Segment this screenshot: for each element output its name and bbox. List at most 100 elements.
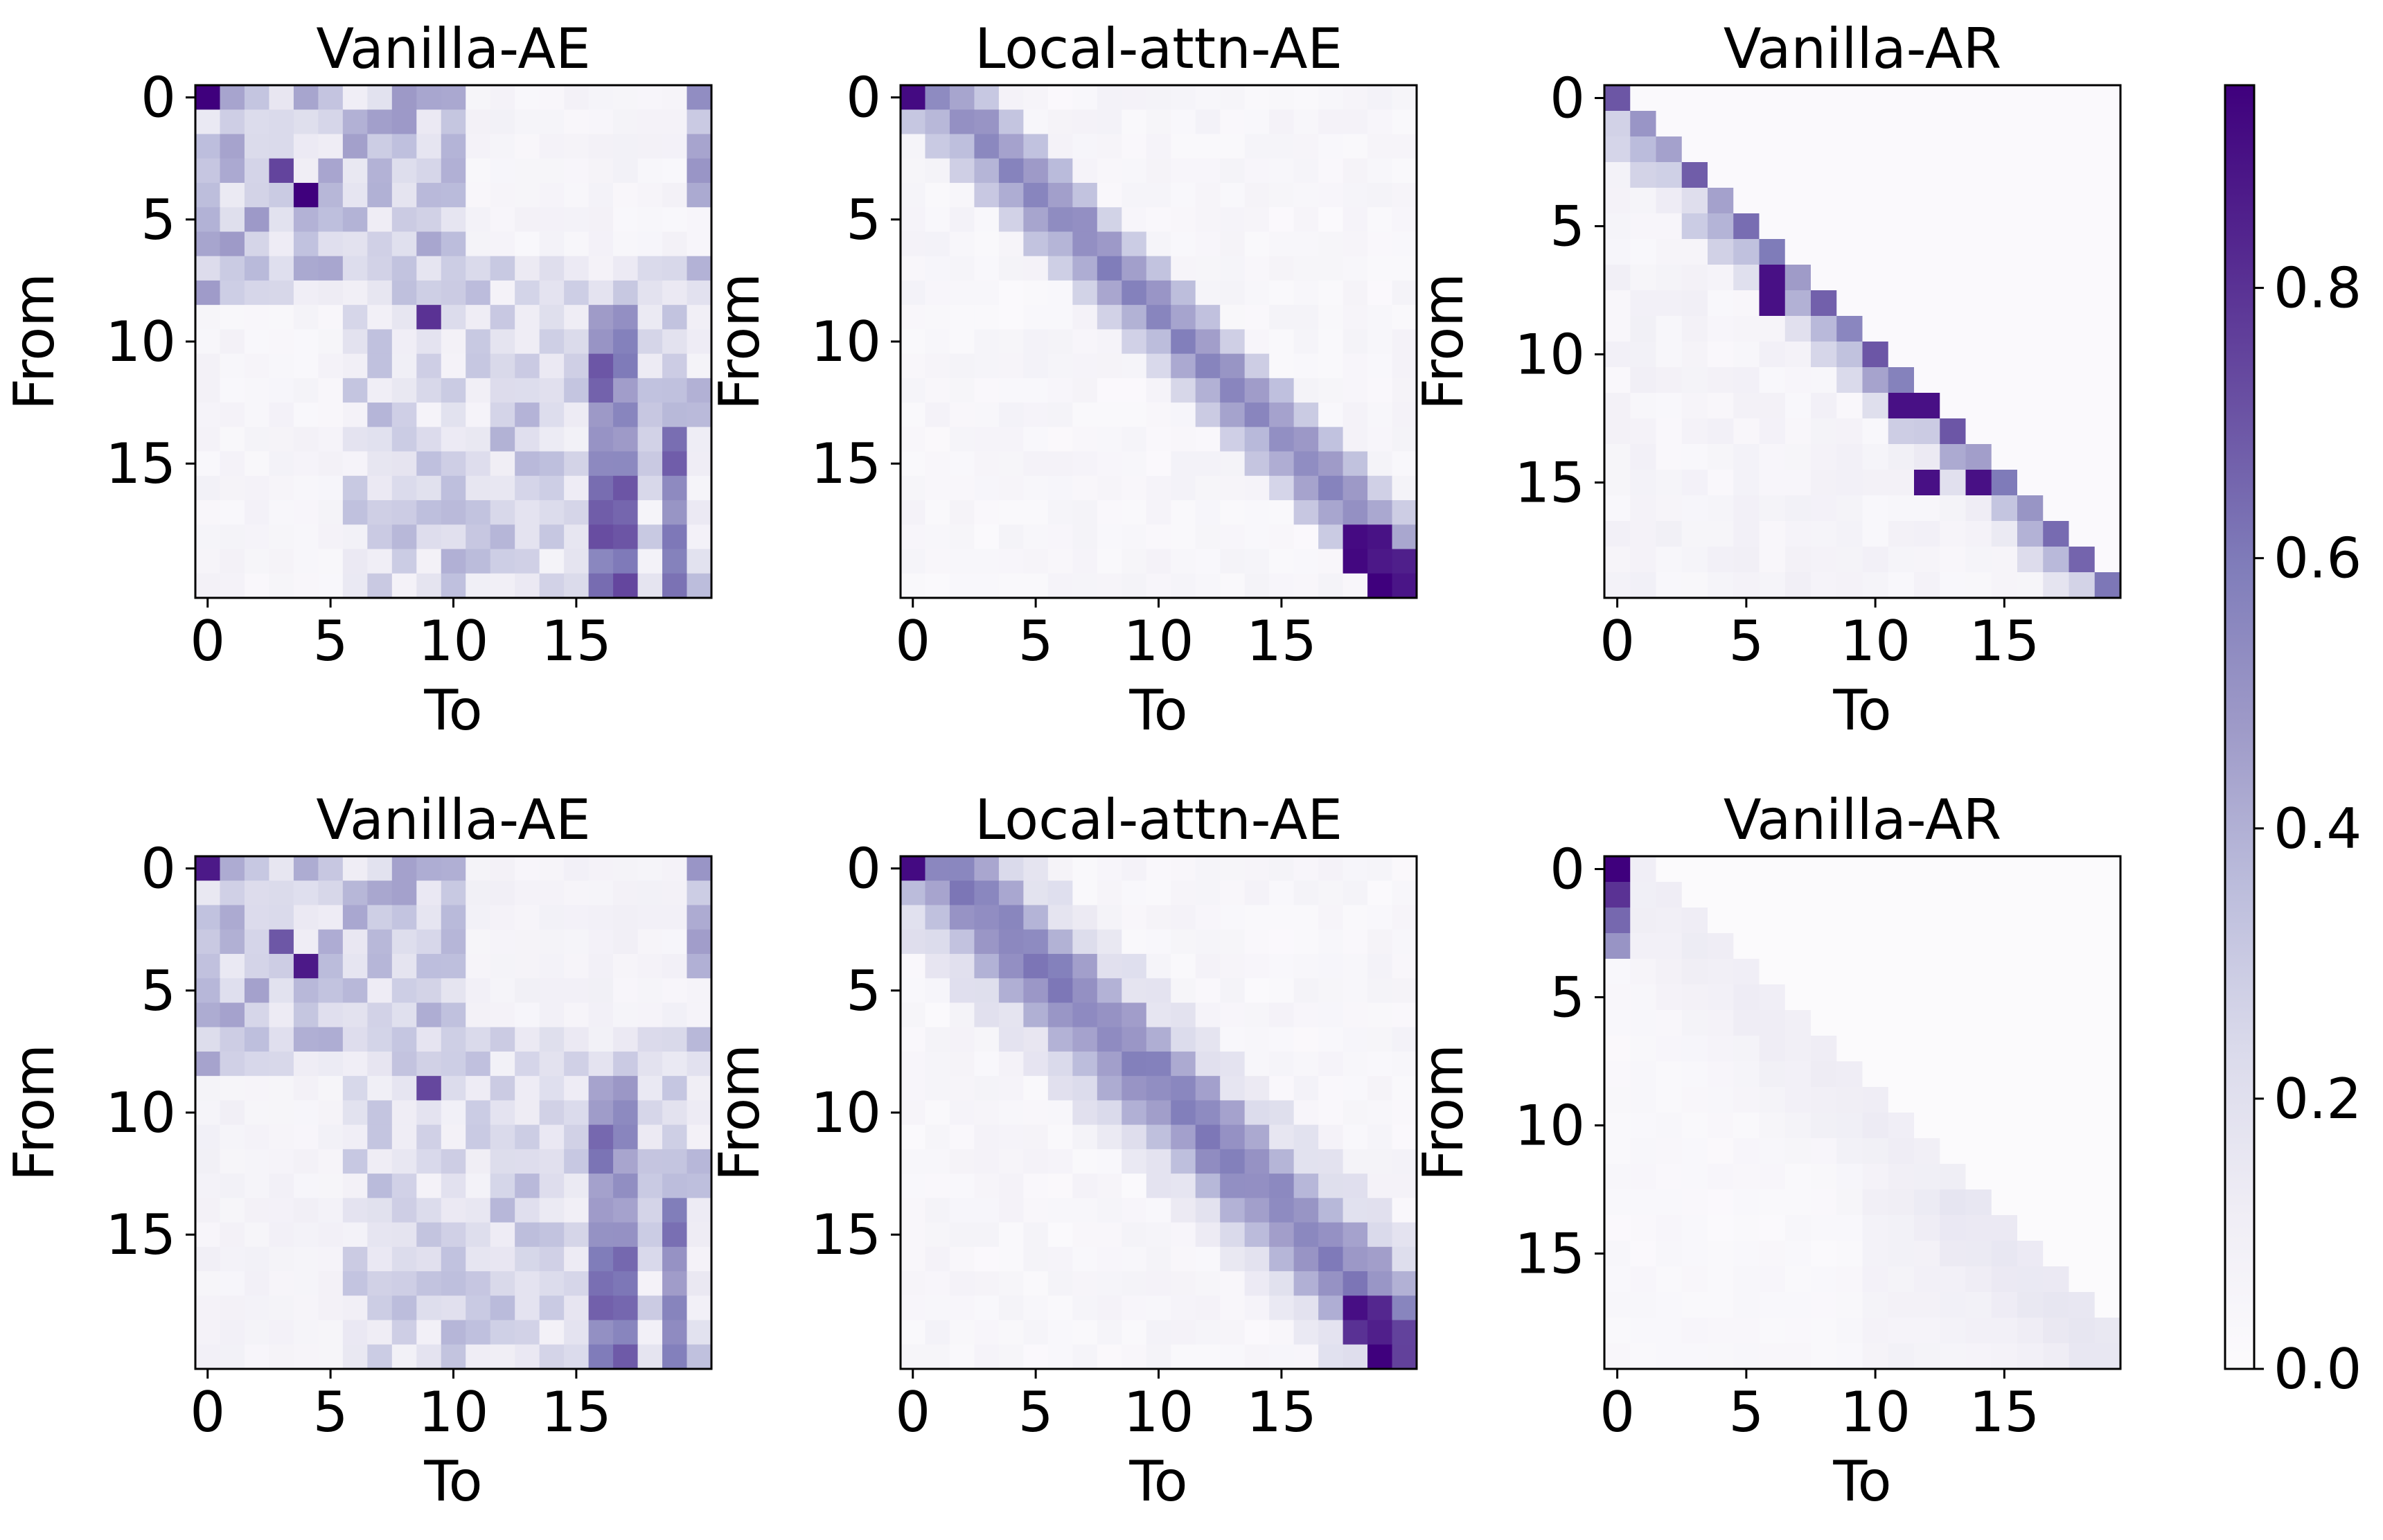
heatmap-cell [1630,984,1657,1011]
heatmap-cell [244,109,270,135]
heatmap-cell [1965,547,1992,573]
heatmap-cell [1392,280,1417,306]
heatmap-cell [293,1344,319,1370]
heatmap-cell [466,1246,491,1272]
heatmap-cell [1784,933,1811,959]
heatmap-cell [1888,1318,1915,1344]
heatmap-cell [637,1174,663,1198]
heatmap-cell [925,1295,950,1321]
heatmap-cell [1072,1002,1098,1028]
heatmap-cell [925,1051,950,1077]
heatmap-cell [1220,475,1246,501]
heatmap-cell [1343,500,1368,525]
heatmap-cell [2094,136,2121,163]
heatmap-cell [1122,475,1147,501]
heatmap-cell [2068,908,2096,934]
heatmap-cell [220,1051,245,1077]
heatmap-cell [1023,549,1049,574]
heatmap-cell [1965,933,1992,959]
heatmap-cell [195,1222,221,1248]
heatmap-cell [1171,182,1196,208]
heatmap-cell [925,134,950,159]
heatmap-cell [1220,905,1246,930]
heatmap-cell [220,1222,245,1248]
heatmap-cell [1122,953,1147,979]
heatmap-cell [367,182,393,208]
heatmap-cell [1656,188,1683,214]
heatmap-cell [269,929,294,955]
heatmap-cell [1047,182,1073,208]
heatmap-cell [637,549,663,574]
heatmap-cell [391,524,417,550]
heatmap-cell [391,402,417,427]
heatmap-cell [293,1002,319,1028]
heatmap-cell [1244,427,1270,452]
heatmap-cell [515,353,540,379]
heatmap-cell [1811,547,1837,573]
heatmap-cell [1293,978,1319,1004]
heatmap-cell [466,207,491,233]
heatmap-cell [1656,1010,1683,1036]
y-tick-label: 10 [105,310,176,374]
heatmap-cell [974,1124,1000,1150]
heatmap-cell [1072,905,1098,930]
heatmap-cell [1862,908,1889,934]
heatmap-cell [1914,1343,1940,1370]
heatmap-cell [637,256,663,281]
heatmap-cell [1195,905,1221,930]
heatmap-cell [318,427,344,452]
heatmap-cell [1195,1002,1221,1028]
heatmap-cell [1991,316,2018,342]
heatmap-cell [1269,378,1295,403]
heatmap-cell [1811,1241,1837,1267]
heatmap-cell [1171,451,1196,477]
heatmap-cell [1293,134,1319,159]
heatmap-cell [318,549,344,574]
heatmap-cell [1318,524,1344,550]
heatmap-cell [1630,393,1657,419]
heatmap-cell [1269,1246,1295,1272]
heatmap-cell [416,1051,442,1077]
heatmap-cell [342,880,368,906]
heatmap-cell [1940,111,1967,137]
heatmap-cell [1914,111,1940,137]
heatmap-cell [515,1246,540,1272]
heatmap-cell [1888,162,1915,188]
heatmap-cell [466,305,491,330]
heatmap-cell [1343,475,1368,501]
heatmap-cell [637,880,663,906]
heatmap-cell [925,1222,950,1248]
heatmap-cell [1244,182,1270,208]
heatmap-cell [1965,470,1992,496]
heatmap-cell [441,1100,466,1126]
heatmap-cell [1367,1174,1393,1198]
heatmap-cell [662,1320,688,1345]
heatmap-cell [441,1295,466,1321]
heatmap-cell [1991,265,2018,291]
heatmap-cell [1940,470,1967,496]
heatmap-cell [1965,1241,1992,1267]
heatmap-cell [925,109,950,135]
heatmap-cell [564,451,590,477]
heatmap-cell [949,500,975,525]
heatmap-cell [1367,573,1393,599]
heatmap-cell [613,953,639,979]
heatmap-cell [1836,418,1863,445]
heatmap-cell [539,905,565,930]
heatmap-cell [293,1174,319,1198]
heatmap-cell [949,280,975,306]
heatmap-cell [1318,207,1344,233]
heatmap-cell [244,451,270,477]
heatmap-cell [686,905,712,930]
heatmap-cell [220,329,245,355]
heatmap-cell [1146,1100,1171,1126]
heatmap-cell [1940,1215,1967,1241]
heatmap-cell [686,880,712,906]
heatmap-cell [949,1295,975,1321]
heatmap-cell [2094,470,2121,496]
heatmap-cell [998,231,1024,257]
heatmap-cell [539,353,565,379]
heatmap-cell [244,573,270,599]
heatmap-cell [925,85,950,110]
heatmap-cell [367,402,393,427]
